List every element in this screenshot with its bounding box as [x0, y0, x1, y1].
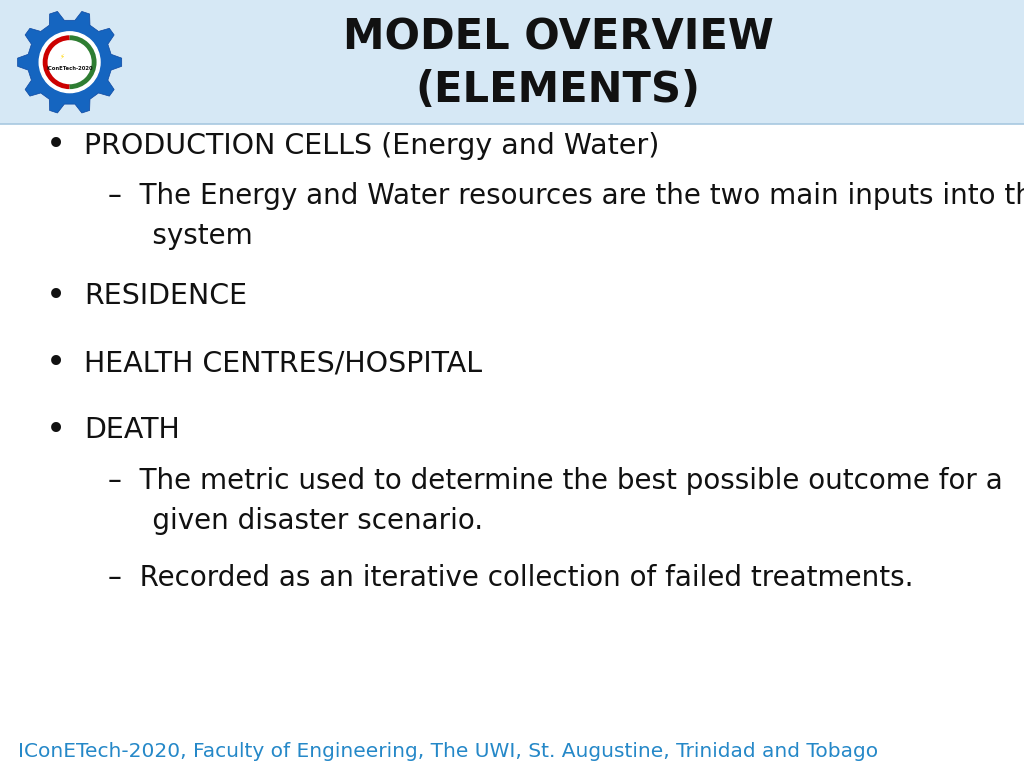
Text: given disaster scenario.: given disaster scenario. [108, 507, 482, 535]
Text: HEALTH CENTRES/HOSPITAL: HEALTH CENTRES/HOSPITAL [84, 349, 482, 377]
Ellipse shape [39, 31, 100, 93]
Text: RESIDENCE: RESIDENCE [84, 283, 247, 310]
Text: •: • [46, 347, 67, 379]
Text: ⚡: ⚡ [59, 55, 65, 61]
Text: •: • [46, 130, 67, 162]
Text: MODEL OVERVIEW: MODEL OVERVIEW [343, 16, 773, 58]
Text: system: system [108, 222, 252, 250]
Text: IConETech-2020: IConETech-2020 [46, 66, 93, 71]
Polygon shape [17, 12, 122, 113]
Text: PRODUCTION CELLS (Energy and Water): PRODUCTION CELLS (Energy and Water) [84, 132, 659, 160]
Text: •: • [46, 280, 67, 313]
Text: DEATH: DEATH [84, 416, 180, 444]
Bar [0, 0, 1024, 124]
Text: IConETech-2020, Faculty of Engineering, The UWI, St. Augustine, Trinidad and Tob: IConETech-2020, Faculty of Engineering, … [18, 742, 879, 760]
Text: (ELEMENTS): (ELEMENTS) [416, 68, 700, 111]
Text: –  The Energy and Water resources are the two main inputs into the: – The Energy and Water resources are the… [108, 182, 1024, 210]
Text: –  The metric used to determine the best possible outcome for a: – The metric used to determine the best … [108, 467, 1002, 495]
Text: –  Recorded as an iterative collection of failed treatments.: – Recorded as an iterative collection of… [108, 564, 913, 591]
Text: •: • [46, 414, 67, 446]
